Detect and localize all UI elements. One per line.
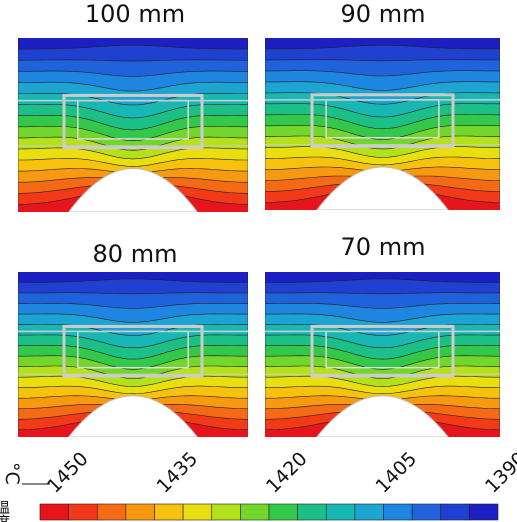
colorbar-swatch [212, 504, 241, 520]
colorbar-unit: °C [1, 462, 23, 485]
colorbar-swatch [40, 504, 69, 520]
colorbar-swatch [384, 504, 413, 520]
colorbar-tick-label: 1405 [371, 448, 421, 498]
contour-panel [265, 36, 500, 210]
colorbar-swatch [412, 504, 441, 520]
contour-panel [18, 36, 248, 212]
colorbar-swatch [269, 504, 298, 520]
colorbar-swatch [441, 504, 470, 520]
colorbar-swatch [69, 504, 98, 520]
colorbar-label: 温度 [0, 500, 10, 522]
contour-panel [265, 270, 500, 437]
panel-title: 100 mm [85, 0, 185, 28]
colorbar-swatch [298, 504, 327, 520]
colorbar-tick-label: 1390 [481, 448, 517, 498]
colorbar-swatch [155, 504, 184, 520]
figure: 100 mm 90 mm 80 mm 70 mm °C 温度 1450 1435 1… [0, 0, 517, 522]
colorbar-swatch [326, 504, 355, 520]
colorbar-swatch [240, 504, 269, 520]
colorbar-swatch [469, 504, 498, 520]
colorbar-swatch [355, 504, 384, 520]
panel-title: 80 mm [93, 240, 178, 268]
panel-title: 90 mm [341, 0, 426, 28]
colorbar-swatch [126, 504, 155, 520]
colorbar-tick-label: 1450 [43, 448, 93, 498]
colorbar-tick-label: 1435 [152, 448, 202, 498]
panel-title: 70 mm [341, 233, 426, 261]
contour-panel [18, 270, 248, 437]
colorbar-swatch [97, 504, 126, 520]
colorbar-tick-label: 1420 [262, 448, 312, 498]
colorbar-swatch [183, 504, 212, 520]
